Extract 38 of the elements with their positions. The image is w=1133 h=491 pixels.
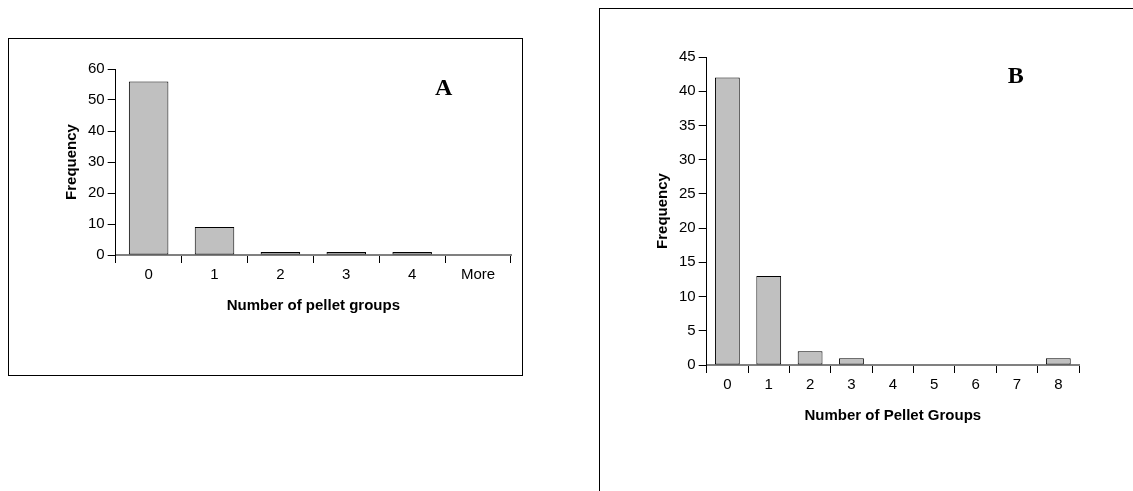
x-tick-label: 0	[144, 265, 153, 283]
x-tick-label: 5	[930, 375, 939, 393]
x-tick-label: 2	[805, 375, 815, 393]
y-tick-label: 40	[88, 121, 105, 139]
x-tick-label: 6	[971, 375, 980, 393]
x-tick-label: 3	[847, 375, 856, 393]
y-tick-label: 20	[88, 183, 105, 201]
x-tick-label: More	[460, 265, 496, 283]
y-tick-label: 60	[88, 59, 105, 77]
y-tick-label: 10	[679, 286, 696, 304]
y-tick-label: 30	[679, 149, 696, 167]
y-axis-title: Frequency	[62, 123, 80, 200]
annotation: B	[1007, 62, 1024, 89]
y-tick-label: 25	[679, 184, 696, 202]
y-tick-label: 10	[88, 214, 105, 232]
x-axis-title: Number of Pellet Groups	[804, 406, 982, 424]
x-tick-label: 7	[1012, 375, 1022, 393]
x-axis-title: Number of pellet groups	[226, 296, 401, 314]
y-tick-label: 0	[96, 245, 105, 263]
y-tick-label: 35	[679, 115, 696, 133]
y-tick-label: 5	[687, 320, 696, 338]
x-tick-label: 2	[276, 265, 285, 283]
y-tick-label: 20	[679, 218, 696, 236]
annotation: A	[435, 74, 454, 101]
y-tick-label: 40	[679, 81, 696, 99]
y-tick-label: 30	[88, 152, 105, 170]
x-tick-label: 1	[210, 265, 219, 283]
x-tick-label: 0	[723, 375, 732, 393]
x-tick-label: 4	[888, 375, 898, 393]
y-tick-label: 15	[679, 252, 696, 270]
y-tick-label: 45	[679, 47, 696, 65]
y-tick-label: 50	[88, 90, 105, 108]
x-tick-label: 4	[408, 265, 417, 283]
y-axis-title: Frequency	[653, 172, 671, 249]
x-tick-label: 8	[1054, 375, 1063, 393]
x-tick-label: 1	[764, 375, 773, 393]
x-tick-label: 3	[342, 265, 351, 283]
y-tick-label: 0	[687, 355, 696, 373]
